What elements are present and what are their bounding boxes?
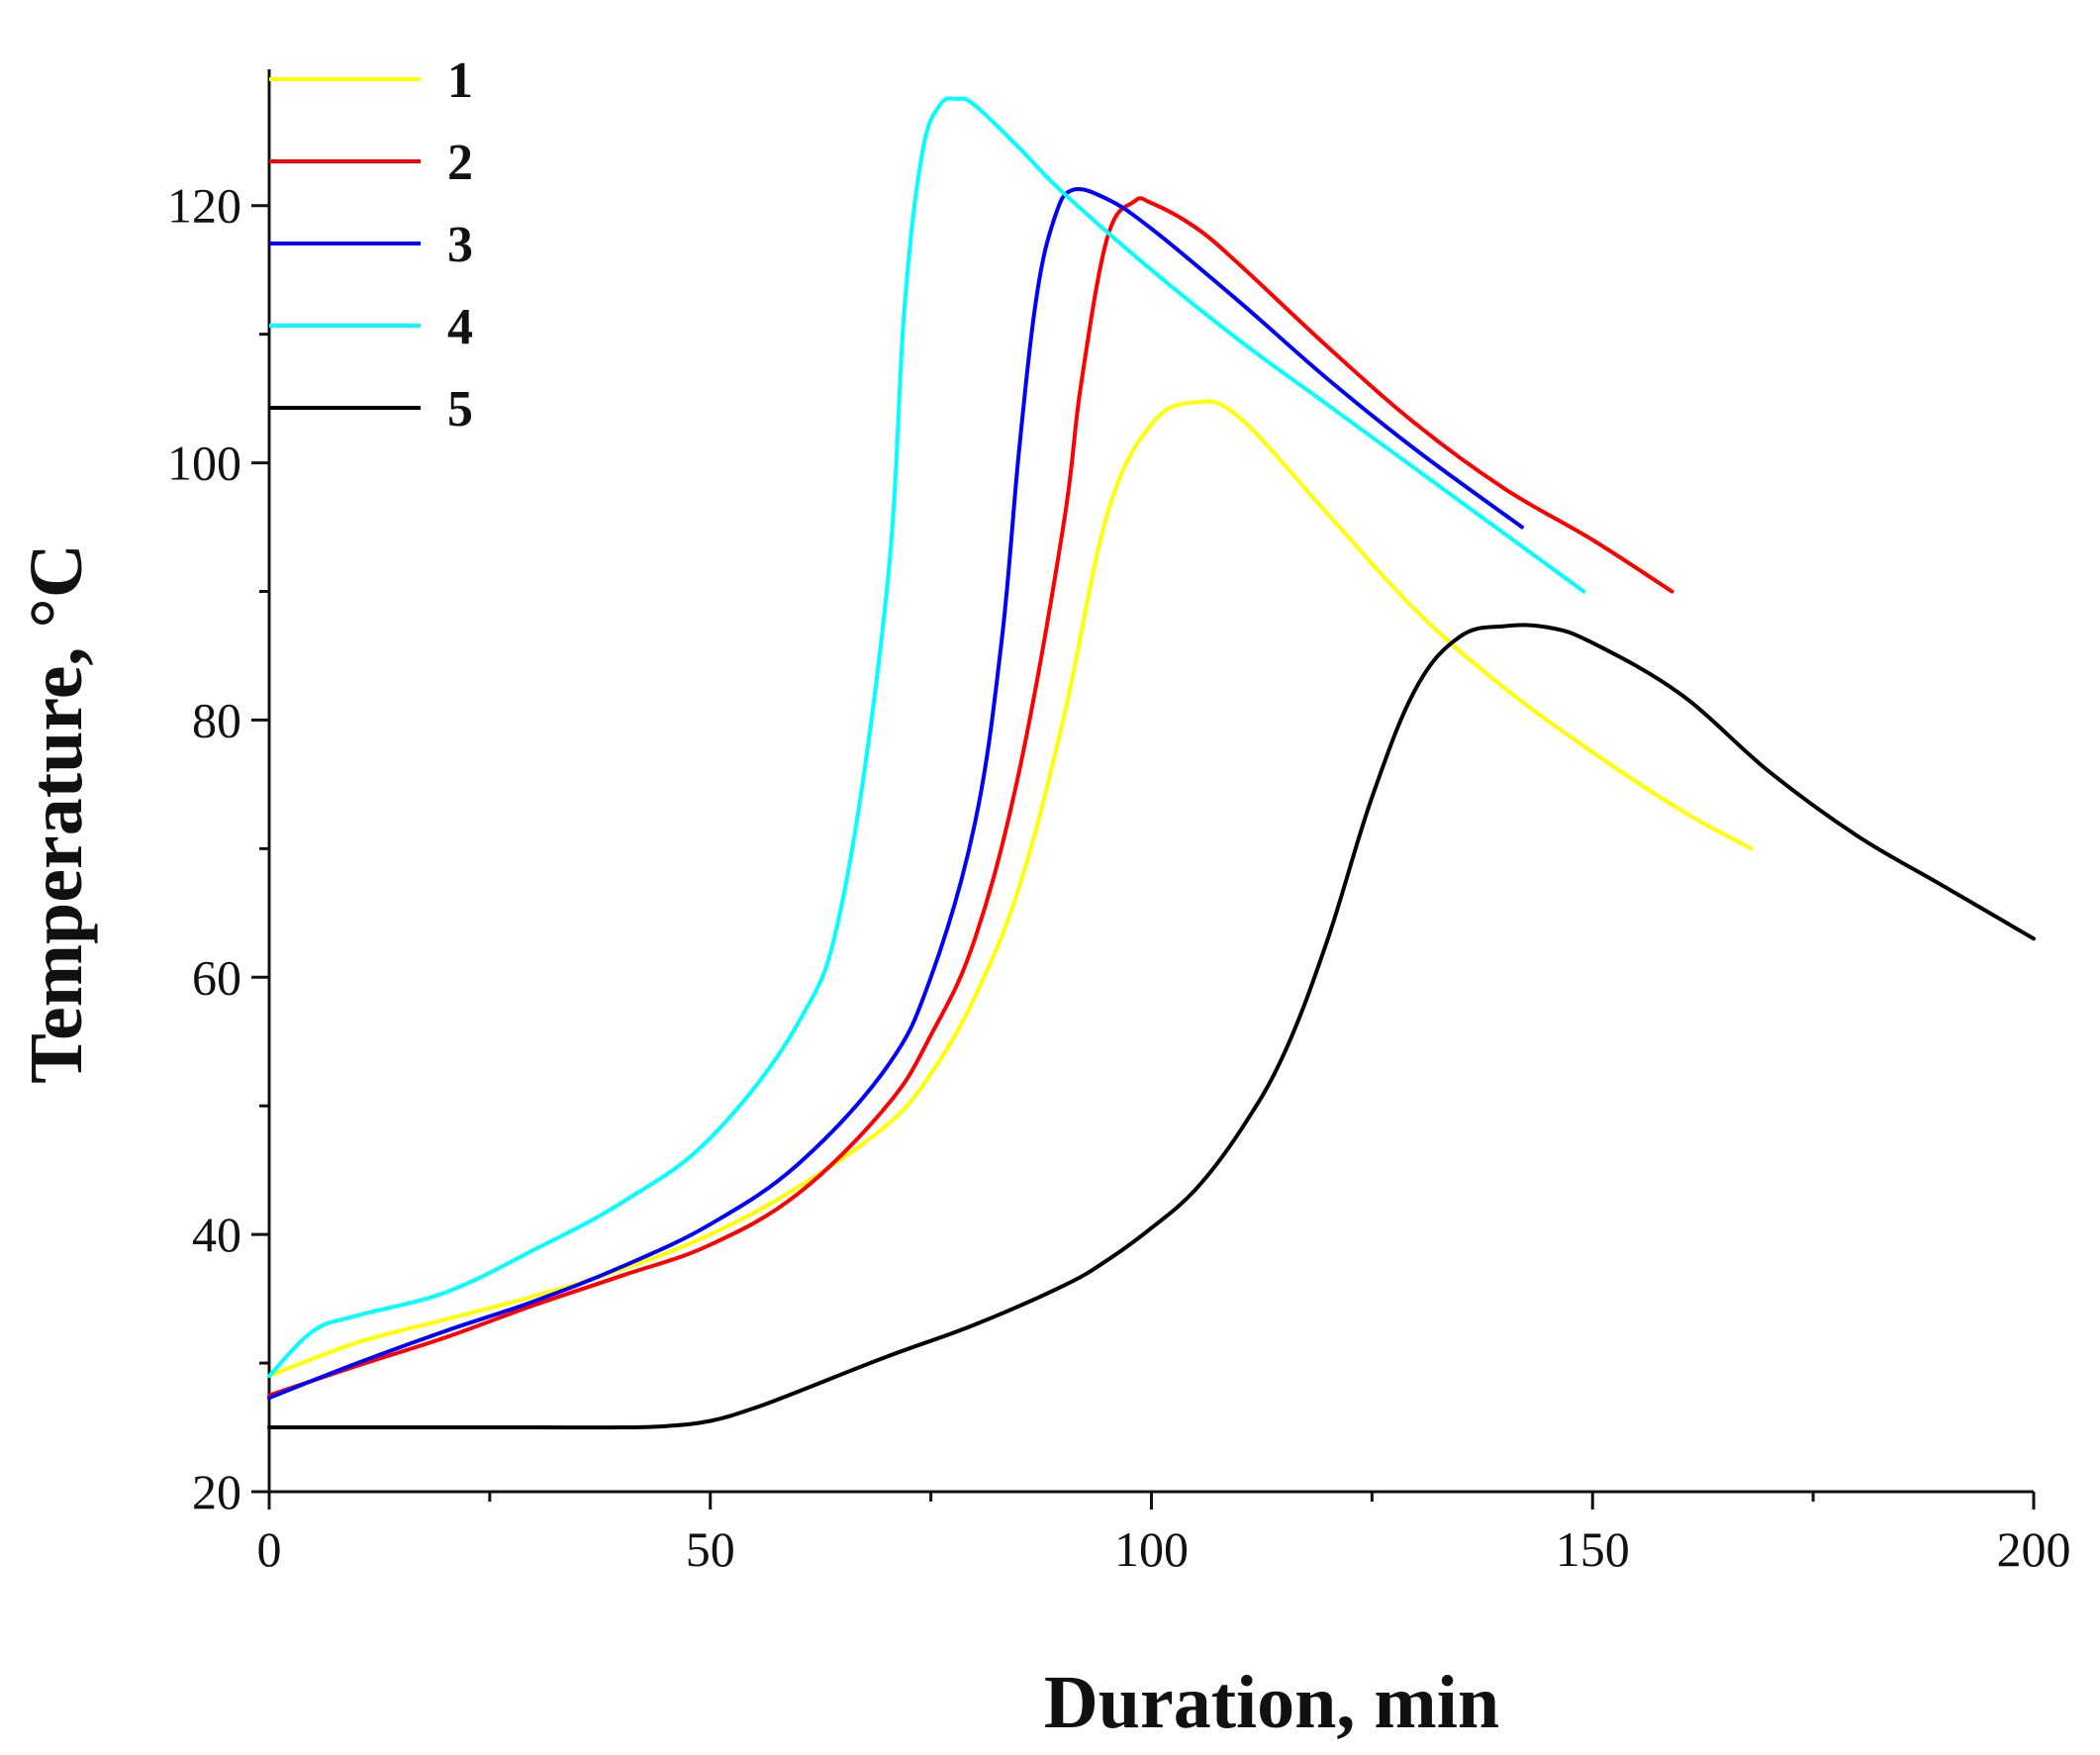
y-tick-label: 20 [192,1464,241,1519]
legend-label-3: 3 [447,217,473,273]
series-line-5 [267,623,2036,1430]
y-tick-label: 120 [167,178,241,234]
legend-label-2: 2 [447,135,473,191]
y-tick-label: 100 [167,436,241,491]
y-tick-label: 80 [192,692,241,747]
x-tick-label: 150 [1556,1521,1630,1577]
legend-label-1: 1 [447,52,473,109]
series-layer [267,96,2036,1430]
x-axis-title: Duration, min [1044,1661,1499,1744]
legend-label-4: 4 [447,299,473,355]
x-tick-label: 100 [1114,1521,1189,1577]
y-axis-title: Temperature, °C [15,543,98,1083]
y-tick-label: 60 [192,949,241,1005]
series-line-4 [267,96,1586,1379]
legend: 1 2 3 4 5 [269,52,473,438]
series-line-2 [267,196,1674,1398]
x-tick-label: 0 [257,1521,282,1577]
y-tick-label: 40 [192,1207,241,1262]
x-tick-label: 50 [686,1521,735,1577]
x-tick-label: 200 [1997,1521,2071,1577]
axes: 0 50 100 150 200 20 40 60 80 100 120 [167,69,2071,1577]
legend-label-5: 5 [447,381,473,438]
series-line-3 [267,187,1524,1401]
